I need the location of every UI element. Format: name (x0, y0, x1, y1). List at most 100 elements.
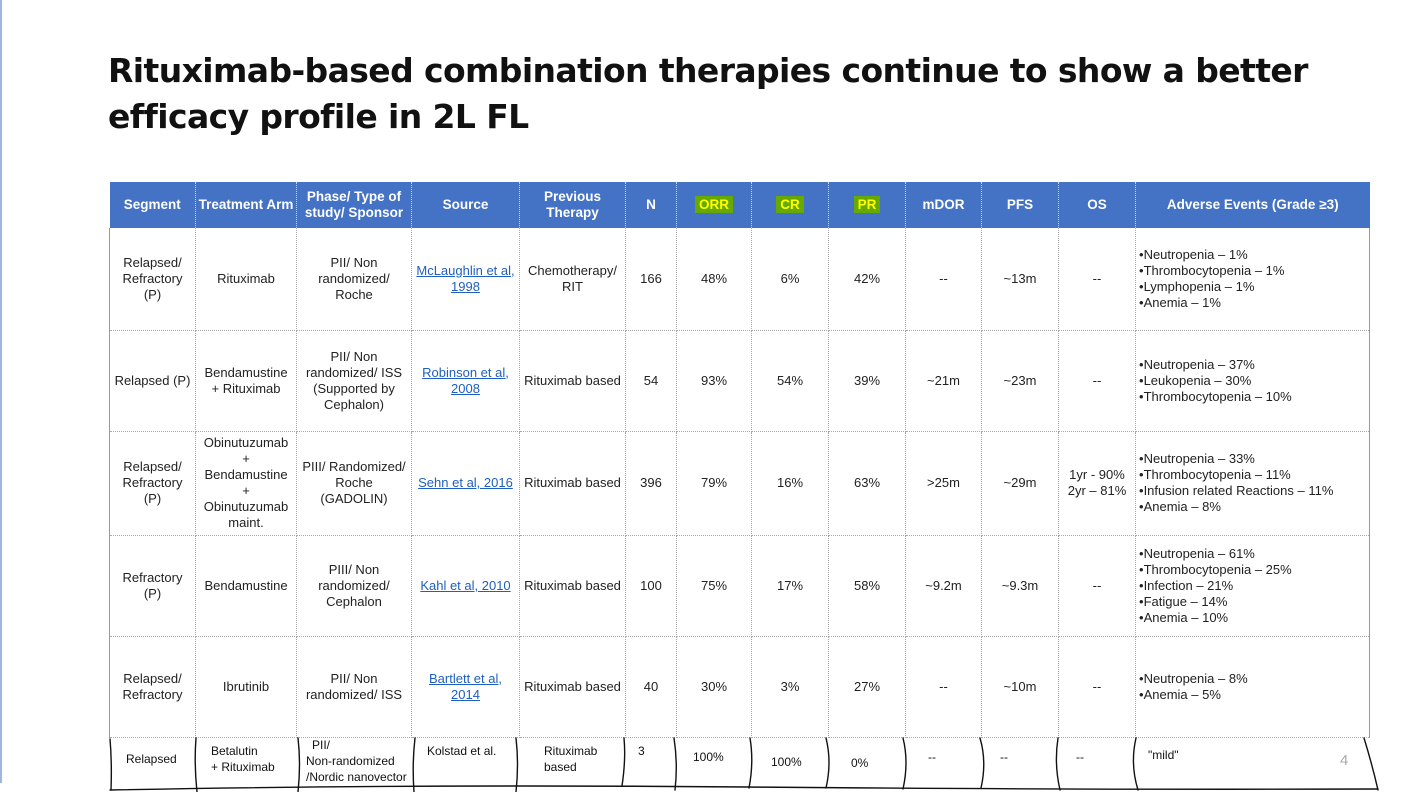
cell-pr: 58% (828, 535, 906, 637)
hand-drawn-divider (194, 737, 198, 792)
source-link[interactable]: Kahl et al, 2010 (420, 577, 511, 593)
hw-arm-line1: Betalutin (211, 744, 258, 758)
cell-adverse-events: Neutropenia – 37% Leukopenia – 30% Throm… (1135, 330, 1370, 432)
hand-drawn-divider (515, 737, 519, 792)
adverse-event-item: Thrombocytopenia – 10% (1139, 389, 1365, 405)
cell-phase: PII/ Non randomized/ ISS (Supported by C… (296, 330, 412, 432)
cell-phase: PIII/ Randomized/ Roche (GADOLIN) (296, 431, 412, 536)
cell-orr: 93% (676, 330, 752, 432)
cell-segment: Relapsed (P) (109, 330, 196, 432)
cell-os: 1yr - 90% 2yr – 81% (1058, 431, 1136, 536)
cell-os: -- (1058, 228, 1136, 331)
hw-segment: Relapsed (126, 752, 177, 766)
cell-source: Sehn et al, 2016 (411, 431, 520, 536)
efficacy-table-container: Segment Treatment Arm Phase/ Type of stu… (109, 182, 1370, 738)
cell-orr: 79% (676, 431, 752, 536)
hand-drawn-divider (621, 737, 626, 787)
slide-title: Rituximab-based combination therapies co… (108, 51, 1308, 136)
cell-pfs: ~9.3m (981, 535, 1059, 637)
hand-drawn-divider (1055, 737, 1061, 791)
cell-n: 54 (625, 330, 677, 432)
cell-phase: PII/ Non randomized/ ISS (296, 636, 412, 738)
cell-mdor: ~21m (905, 330, 982, 432)
cell-segment: Relapsed/ Refractory (P) (109, 431, 196, 536)
hw-previous-line2: based (544, 760, 577, 774)
adverse-event-item: Anemia – 1% (1139, 295, 1365, 311)
cell-treatment-arm: Rituximab (195, 228, 297, 331)
header-mdor: mDOR (905, 182, 982, 228)
hand-drawn-divider (297, 737, 301, 792)
table-row: Refractory (P) Bendamustine PIII/ Non ra… (109, 535, 1370, 637)
cell-mdor: -- (905, 636, 982, 738)
header-phase: Phase/ Type of study/ Sponsor (296, 182, 412, 228)
cell-phase: PII/ Non randomized/ Roche (296, 228, 412, 331)
cell-treatment-arm: Obinutuzumab + Bendamustine + Obinutuzum… (195, 431, 297, 536)
cell-pfs: ~29m (981, 431, 1059, 536)
adverse-event-item: Anemia – 5% (1139, 687, 1365, 703)
cell-adverse-events: Neutropenia – 1% Thrombocytopenia – 1% L… (1135, 228, 1370, 331)
cell-os: -- (1058, 636, 1136, 738)
cell-mdor: ~9.2m (905, 535, 982, 637)
cell-cr: 54% (751, 330, 829, 432)
header-orr: ORR (676, 182, 752, 228)
efficacy-table: Segment Treatment Arm Phase/ Type of stu… (109, 182, 1370, 738)
cell-segment: Relapsed/ Refractory (P) (109, 228, 196, 331)
adverse-event-item: Thrombocytopenia – 25% (1139, 562, 1365, 578)
hw-adverse-events: "mild" (1148, 748, 1179, 762)
hand-drawn-bottom-line (109, 785, 1379, 791)
page-number: 4 (1340, 752, 1349, 769)
hw-previous-line1: Rituximab (544, 744, 598, 758)
cell-cr: 16% (751, 431, 829, 536)
cell-source: Kahl et al, 2010 (411, 535, 520, 637)
source-link[interactable]: McLaughlin et al, 1998 (416, 262, 515, 294)
hand-drawn-divider (1363, 737, 1379, 791)
cell-orr: 75% (676, 535, 752, 637)
hw-phase-line3: /Nordic nanovector (306, 770, 407, 784)
table-row: Relapsed (P) Bendamustine + Rituximab PI… (109, 330, 1370, 432)
header-previous-therapy: Previous Therapy (519, 182, 626, 228)
cell-n: 396 (625, 431, 677, 536)
hand-drawn-divider (412, 737, 416, 792)
hw-source: Kolstad et al. (427, 744, 497, 758)
cell-previous-therapy: Rituximab based (519, 330, 626, 432)
hand-drawn-divider (1132, 737, 1139, 791)
header-source: Source (411, 182, 520, 228)
cell-orr: 48% (676, 228, 752, 331)
cell-pr: 39% (828, 330, 906, 432)
adverse-event-item: Thrombocytopenia – 1% (1139, 263, 1365, 279)
cell-mdor: -- (905, 228, 982, 331)
adverse-event-item: Anemia – 8% (1139, 499, 1365, 515)
source-link[interactable]: Bartlett et al, 2014 (429, 670, 502, 702)
cell-cr: 3% (751, 636, 829, 738)
hw-phase-line1: PII/ (312, 738, 331, 752)
cell-cr: 17% (751, 535, 829, 637)
source-link[interactable]: Sehn et al, 2016 (418, 475, 513, 490)
cell-treatment-arm: Bendamustine (195, 535, 297, 637)
hand-drawn-divider (109, 738, 113, 791)
adverse-event-item: Neutropenia – 8% (1139, 671, 1365, 687)
hw-cr: 100% (771, 755, 802, 769)
highlighted-orr-label: ORR (695, 196, 733, 213)
adverse-event-item: Neutropenia – 61% (1139, 546, 1365, 562)
source-link[interactable]: Robinson et al, 2008 (422, 364, 509, 396)
cell-n: 40 (625, 636, 677, 738)
adverse-event-item: Neutropenia – 33% (1139, 451, 1365, 467)
cell-source: Bartlett et al, 2014 (411, 636, 520, 738)
handwritten-row-lines (109, 737, 1379, 792)
hw-phase-line2: Non-randomized (306, 754, 395, 768)
hand-drawn-divider (673, 737, 677, 791)
cell-os: -- (1058, 535, 1136, 637)
cell-n: 100 (625, 535, 677, 637)
cell-orr: 30% (676, 636, 752, 738)
hand-drawn-divider (825, 737, 830, 789)
cell-pfs: ~13m (981, 228, 1059, 331)
cell-previous-therapy: Rituximab based (519, 636, 626, 738)
cell-pr: 27% (828, 636, 906, 738)
highlighted-cr-label: CR (776, 196, 804, 213)
cell-treatment-arm: Bendamustine + Rituximab (195, 330, 297, 432)
header-os: OS (1058, 182, 1136, 228)
table-header-row: Segment Treatment Arm Phase/ Type of stu… (109, 182, 1370, 228)
header-pfs: PFS (981, 182, 1059, 228)
cell-pr: 42% (828, 228, 906, 331)
cell-treatment-arm: Ibrutinib (195, 636, 297, 738)
